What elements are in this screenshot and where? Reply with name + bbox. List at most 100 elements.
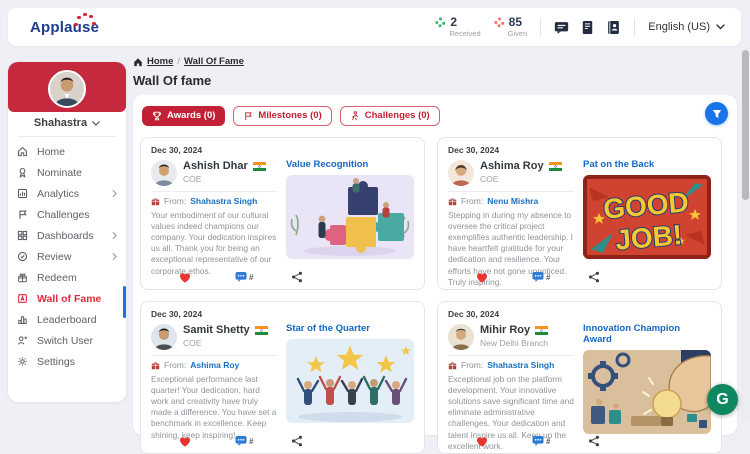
- home-icon: [18, 146, 27, 157]
- given-counter[interactable]: 85 Given: [494, 16, 527, 38]
- card-date: Dec 30, 2024: [448, 145, 500, 155]
- language-selector[interactable]: English (US): [648, 21, 725, 33]
- sidebar-scroll-indicator: [123, 286, 126, 318]
- sidebar-item-wall-of-fame[interactable]: Wall of Fame: [8, 288, 126, 309]
- received-counter[interactable]: 2 Received: [435, 16, 481, 38]
- sender-name-link[interactable]: Shahastra Singh: [487, 360, 555, 370]
- from-label: From:: [461, 196, 484, 206]
- sidebar-item-challenges[interactable]: Challenges: [8, 204, 126, 225]
- like-button[interactable]: [476, 272, 532, 283]
- recipient-name[interactable]: Mihir Roy: [480, 324, 531, 336]
- tab-label: Milestones (0): [258, 110, 322, 122]
- sender-name-link[interactable]: Ashima Roy: [190, 360, 240, 370]
- switch-user-icon: [18, 336, 28, 345]
- award-title: Value Recognition: [286, 159, 369, 170]
- wall-of-fame-panel: Awards (0) Milestones (0) Challenges (0): [133, 95, 737, 454]
- recipient-avatar: [151, 160, 177, 186]
- comment-button[interactable]: #: [532, 435, 588, 447]
- good-job-text-line2: JOB!: [614, 219, 683, 256]
- gift-badge-icon: [448, 361, 457, 369]
- sidebar-item-settings[interactable]: Settings: [8, 351, 126, 372]
- comment-button[interactable]: #: [235, 435, 291, 447]
- recipient-name[interactable]: Samit Shetty: [183, 324, 250, 336]
- sidebar-item-label: Home: [37, 145, 66, 158]
- like-button[interactable]: [476, 436, 532, 447]
- breadcrumb-home-link[interactable]: Home: [147, 56, 174, 67]
- filter-funnel-icon: [712, 109, 721, 118]
- award-image-good-job: GOOD JOB!: [583, 174, 711, 259]
- share-button[interactable]: [291, 435, 347, 447]
- applause-logo[interactable]: Applause: [30, 12, 99, 36]
- recipient-department: New Delhi Branch: [480, 338, 549, 348]
- header-icon-group: [554, 20, 621, 35]
- avatar-image: [50, 72, 84, 106]
- scrollbar-thumb[interactable]: [742, 50, 749, 200]
- card-date: Dec 30, 2024: [151, 309, 203, 319]
- sidebar-username[interactable]: Shahastra: [8, 117, 126, 129]
- sidebar-item-nominate[interactable]: Nominate: [8, 162, 126, 183]
- flag-icon: [245, 112, 253, 120]
- tab-awards[interactable]: Awards (0): [142, 106, 226, 126]
- frame-icon: [18, 294, 27, 303]
- recipient-name[interactable]: Ashish Dhar: [183, 160, 248, 172]
- tab-label: Awards (0): [167, 110, 216, 122]
- filter-button[interactable]: [705, 102, 728, 125]
- sidebar-item-leaderboard[interactable]: Leaderboard: [8, 309, 126, 330]
- sidebar-banner: [8, 62, 126, 112]
- grammarly-badge[interactable]: G: [707, 384, 738, 415]
- leaderboard-bars-icon: [18, 316, 27, 325]
- chevron-right-icon: [112, 231, 117, 240]
- share-icon: [589, 435, 599, 447]
- sidebar-item-switch-user[interactable]: Switch User: [8, 330, 126, 351]
- language-label: English (US): [648, 21, 710, 33]
- comment-button[interactable]: #: [532, 271, 588, 283]
- gear-icon: [18, 357, 27, 366]
- tab-challenges[interactable]: Challenges (0): [339, 106, 440, 126]
- sidebar-item-analytics[interactable]: Analytics: [8, 183, 126, 204]
- like-button[interactable]: [179, 436, 235, 447]
- award-card: Dec 30, 2024 Ashish Dhar: [140, 137, 425, 290]
- address-book-icon[interactable]: [606, 20, 621, 35]
- sidebar-divider: [18, 136, 116, 137]
- notes-icon[interactable]: [580, 20, 595, 35]
- user-avatar[interactable]: [48, 70, 86, 108]
- card-divider: [151, 355, 277, 356]
- chevron-down-icon: [716, 24, 725, 30]
- card-date: Dec 30, 2024: [151, 145, 203, 155]
- sidebar-item-dashboards[interactable]: Dashboards: [8, 225, 126, 246]
- sender-name-link[interactable]: Nenu Mishra: [487, 196, 539, 206]
- breadcrumb-current-link[interactable]: Wall Of Fame: [184, 56, 244, 67]
- recipient-avatar: [448, 160, 474, 186]
- chat-icon[interactable]: [554, 20, 569, 35]
- award-card: Dec 30, 2024 Samit Shetty: [140, 301, 425, 454]
- good-job-illustration: GOOD JOB!: [583, 174, 711, 259]
- like-button[interactable]: [179, 272, 235, 283]
- sidebar-item-redeem[interactable]: Redeem: [8, 267, 126, 288]
- trophy-icon: [152, 111, 162, 121]
- sidebar-item-label: Wall of Fame: [37, 292, 102, 305]
- recipient-department: COE: [183, 174, 202, 184]
- recognition-message: Your embodiment of our cultural values i…: [151, 210, 277, 276]
- sidebar-item-label: Challenges: [37, 208, 90, 221]
- sidebar-item-review[interactable]: Review: [8, 246, 126, 267]
- sidebar-item-label: Switch User: [37, 334, 94, 347]
- top-header: Applause 2 Received 85: [8, 8, 741, 46]
- india-flag-icon: [254, 325, 268, 335]
- username-label: Shahastra: [33, 117, 88, 129]
- share-icon: [292, 435, 302, 447]
- tab-milestones[interactable]: Milestones (0): [233, 106, 332, 126]
- comment-button[interactable]: #: [235, 271, 291, 283]
- sidebar-item-home[interactable]: Home: [8, 141, 126, 162]
- share-button[interactable]: [291, 271, 347, 283]
- share-button[interactable]: [588, 435, 644, 447]
- grid-icon: [17, 230, 28, 241]
- sender-name-link[interactable]: Shahastra Singh: [190, 196, 258, 206]
- recipient-name[interactable]: Ashima Roy: [480, 160, 544, 172]
- page-scrollbar[interactable]: [741, 48, 750, 421]
- heart-icon: [180, 436, 190, 447]
- card-actions: #: [151, 430, 414, 447]
- stars-illustration: [286, 338, 414, 423]
- share-button[interactable]: [588, 271, 644, 283]
- chevron-down-icon: [92, 120, 100, 126]
- from-label: From:: [164, 360, 187, 370]
